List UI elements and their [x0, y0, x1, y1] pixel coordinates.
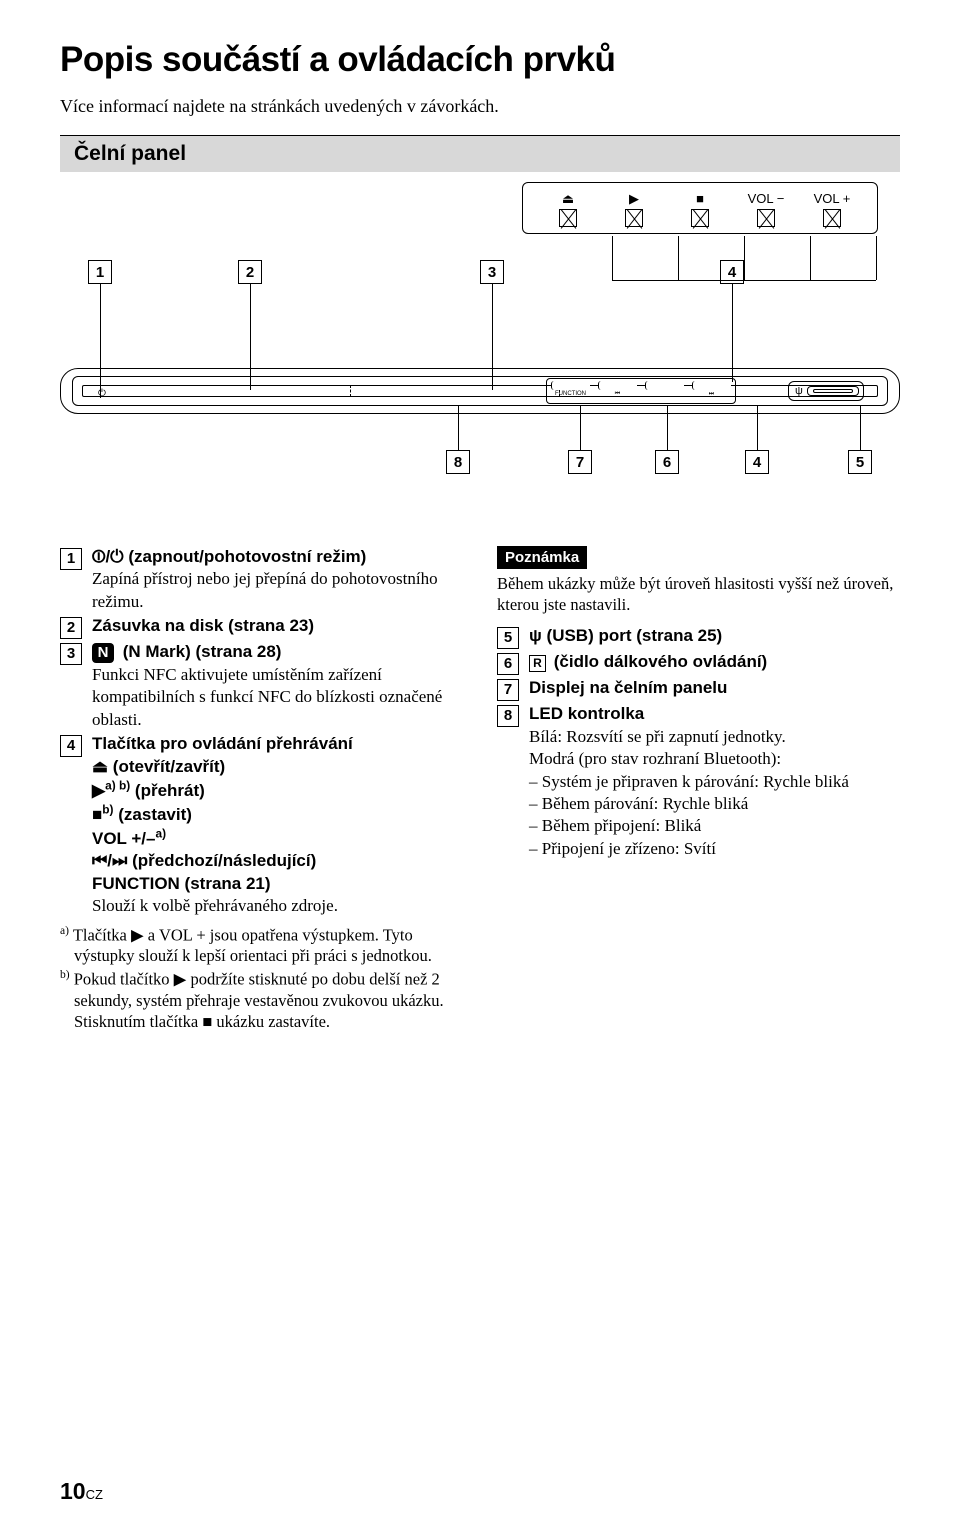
right-column: Poznámka Během ukázky může být úroveň hl… [497, 546, 900, 1034]
desc-item-7: 7 Displej na čelním panelu [497, 677, 900, 701]
top-vol-minus: VOL − [733, 191, 799, 227]
desc-item-6: 6 R (čidlo dálkového ovládání) [497, 651, 900, 675]
remote-icon: R [529, 655, 546, 672]
left-column: 1 ⏼/⏻ (zapnout/pohotovostní režim) Zapín… [60, 546, 463, 1034]
desc-item-3: 3 N (N Mark) (strana 28) Funkci NFC akti… [60, 641, 463, 731]
callout-1: 1 [88, 260, 112, 284]
callout-4b: 4 [745, 450, 769, 474]
callout-8: 8 [446, 450, 470, 474]
usb-port: ψ [788, 381, 864, 401]
desc-item-5: 5 ψ (USB) port (strana 25) [497, 625, 900, 649]
top-stop: ■ [667, 191, 733, 227]
footnotes: a) Tlačítka ▶ a VOL + jsou opatřena výst… [60, 924, 463, 1033]
page-title: Popis součástí a ovládacích prvků [60, 40, 900, 80]
player-body: ⏻ FUNCTION ⏮ ⏭ ψ [60, 352, 900, 438]
section-header: Čelní panel [60, 135, 900, 172]
desc-item-4: 4 Tlačítka pro ovládání přehrávání ⏏ (ot… [60, 733, 463, 917]
subtitle: Více informací najdete na stránkách uved… [60, 96, 900, 117]
callout-2: 2 [238, 260, 262, 284]
top-controls-row: ⏏ ▶ ■ VOL − VOL + [522, 182, 878, 234]
callout-3: 3 [480, 260, 504, 284]
top-vol-plus: VOL + [799, 191, 865, 227]
description-columns: 1 ⏼/⏻ (zapnout/pohotovostní režim) Zapín… [60, 546, 900, 1034]
desc-item-1: 1 ⏼/⏻ (zapnout/pohotovostní režim) Zapín… [60, 546, 463, 613]
front-panel-diagram: ⏏ ▶ ■ VOL − VOL + 1 2 3 4 [60, 182, 900, 522]
nav-button-row: FUNCTION ⏮ ⏭ [546, 378, 736, 404]
note-badge: Poznámka [497, 546, 587, 569]
n-mark-icon: N [92, 643, 114, 663]
callout-7: 7 [568, 450, 592, 474]
top-eject: ⏏ [535, 191, 601, 227]
display-area [350, 385, 560, 397]
callout-5: 5 [848, 450, 872, 474]
page-number: 10CZ [60, 1478, 103, 1505]
desc-item-2: 2 Zásuvka na disk (strana 23) [60, 615, 463, 639]
note-body: Během ukázky může být úroveň hlasitosti … [497, 573, 900, 615]
desc-item-8: 8 LED kontrolka Bílá: Rozsvítí se při za… [497, 703, 900, 860]
top-play: ▶ [601, 191, 667, 227]
usb-icon: ψ [795, 385, 803, 397]
callout-6: 6 [655, 450, 679, 474]
power-icon: ⏻ [98, 388, 106, 399]
